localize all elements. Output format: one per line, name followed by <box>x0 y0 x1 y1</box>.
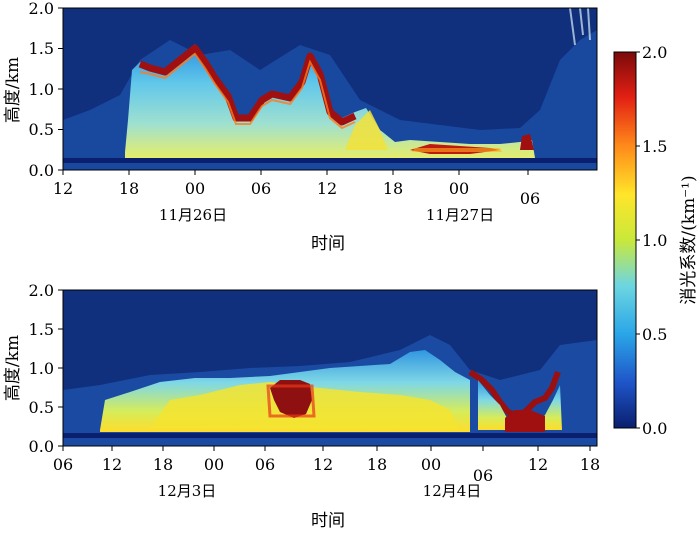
top-xtick-3: 06 <box>251 179 271 198</box>
bottom-xtick-0: 06 <box>53 455 73 474</box>
top-xtick-4: 12 <box>317 179 337 198</box>
bottom-xtick-8: 06 <box>473 466 493 485</box>
bottom-x-axis: 06 12 18 00 06 12 18 00 06 12 18 12月3日 1… <box>53 446 600 531</box>
top-xlabel: 时间 <box>311 234 345 254</box>
top-panel: 0.0 0.5 1.0 1.5 2.0 高度/km 12 18 00 06 12… <box>3 0 598 254</box>
colorbar-tick-0: 0.0 <box>642 419 667 438</box>
top-ytick-2: 1.0 <box>29 80 54 99</box>
bottom-date-0: 12月3日 <box>158 482 217 500</box>
bottom-ytick-0: 0.0 <box>29 437 54 456</box>
top-layer-body <box>125 44 535 158</box>
top-ytick-3: 1.5 <box>29 39 54 58</box>
top-layer-ridge <box>138 44 357 126</box>
top-ytick-4: 2.0 <box>29 0 54 18</box>
top-ytick-1: 0.5 <box>29 120 54 139</box>
top-heatmap <box>63 8 597 170</box>
bottom-xlabel: 时间 <box>311 511 345 531</box>
top-date-0: 11月26日 <box>159 206 227 224</box>
top-xtick-1: 18 <box>119 179 139 198</box>
colorbar-tick-3: 1.5 <box>642 137 667 156</box>
top-x-axis: 12 18 00 06 12 18 00 06 11月26日 11月27日 时间 <box>53 170 540 254</box>
top-xtick-0: 12 <box>53 179 73 198</box>
bottom-date-1: 12月4日 <box>423 482 482 500</box>
bottom-ytick-1: 0.5 <box>29 398 54 417</box>
bottom-xtick-4: 06 <box>255 455 275 474</box>
colorbar-tick-4: 2.0 <box>642 43 667 62</box>
bottom-xtick-2: 18 <box>153 455 173 474</box>
bottom-panel: 0.0 0.5 1.0 1.5 2.0 高度/km 06 12 18 00 06… <box>3 281 600 531</box>
colorbar-tick-1: 0.5 <box>642 325 667 344</box>
colorbar: 2.0 1.5 1.0 0.5 0.0 消光系数/(km⁻¹) <box>613 43 699 438</box>
bottom-xtick-10: 18 <box>580 455 600 474</box>
top-ylabel: 高度/km <box>3 57 23 123</box>
top-ytick-0: 0.0 <box>29 161 54 180</box>
top-y-axis: 0.0 0.5 1.0 1.5 2.0 高度/km <box>3 0 63 180</box>
colorbar-label: 消光系数/(km⁻¹) <box>679 175 699 304</box>
top-xtick-6: 00 <box>449 179 469 198</box>
bottom-xtick-9: 12 <box>528 455 548 474</box>
bottom-ytick-4: 2.0 <box>29 281 54 300</box>
bottom-ylabel: 高度/km <box>3 335 23 401</box>
colorbar-gradient <box>613 51 637 429</box>
bottom-heatmap <box>63 290 597 446</box>
bottom-xtick-6: 18 <box>367 455 387 474</box>
bottom-xtick-1: 12 <box>102 455 122 474</box>
bottom-ytick-2: 1.0 <box>29 359 54 378</box>
top-xtick-5: 18 <box>383 179 403 198</box>
top-date-1: 11月27日 <box>426 206 494 224</box>
top-xtick-2: 00 <box>185 179 205 198</box>
bottom-xtick-7: 00 <box>421 455 441 474</box>
top-xtick-7: 06 <box>520 189 540 208</box>
bottom-y-axis: 0.0 0.5 1.0 1.5 2.0 高度/km <box>3 281 63 456</box>
bottom-hot-core <box>270 380 312 418</box>
bottom-ytick-3: 1.5 <box>29 320 54 339</box>
bottom-xtick-3: 00 <box>204 455 224 474</box>
colorbar-tick-2: 1.0 <box>642 231 667 250</box>
bottom-xtick-5: 12 <box>313 455 333 474</box>
